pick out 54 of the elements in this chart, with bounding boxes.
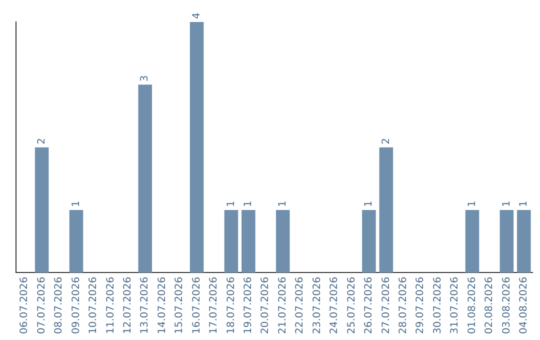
x-tick-label: 12.07.2026 bbox=[122, 276, 134, 334]
data-label: 1 bbox=[70, 200, 82, 208]
bar bbox=[69, 210, 84, 273]
bar bbox=[500, 210, 514, 273]
data-label: 1 bbox=[466, 200, 478, 208]
x-tick-label: 13.07.2026 bbox=[140, 276, 151, 334]
x-tick-label: 17.07.2026 bbox=[208, 276, 220, 334]
x-tick-label: 20.07.2026 bbox=[260, 276, 272, 334]
x-tick-label: 14.07.2026 bbox=[156, 276, 168, 334]
x-tick-label: 22.07.2026 bbox=[294, 276, 306, 334]
data-label: 1 bbox=[226, 200, 237, 208]
x-tick-label: 15.07.2026 bbox=[174, 276, 186, 334]
bar bbox=[242, 210, 256, 273]
bar bbox=[190, 22, 204, 273]
data-label: 3 bbox=[140, 75, 151, 82]
data-label: 2 bbox=[380, 138, 392, 144]
x-tick-label: 29.07.2026 bbox=[415, 276, 426, 334]
x-tick-label: 10.07.2026 bbox=[88, 276, 100, 334]
bar bbox=[34, 147, 49, 273]
x-tick-label: 30.07.2026 bbox=[432, 276, 444, 334]
data-label: 4 bbox=[191, 12, 202, 19]
x-tick-label: 02.08.2026 bbox=[484, 276, 496, 334]
bar bbox=[224, 210, 238, 273]
x-tick-label: 27.07.2026 bbox=[380, 276, 392, 334]
data-label: 1 bbox=[501, 200, 512, 208]
bar bbox=[379, 147, 394, 273]
x-tick-label: 18.07.2026 bbox=[226, 276, 237, 334]
bar bbox=[138, 84, 152, 273]
bar bbox=[276, 210, 290, 273]
x-tick-label: 19.07.2026 bbox=[243, 276, 254, 334]
bar bbox=[517, 210, 531, 273]
x-tick-label: 03.08.2026 bbox=[501, 276, 512, 334]
x-tick-label: 01.08.2026 bbox=[466, 276, 478, 334]
data-label: 1 bbox=[364, 200, 375, 208]
data-label: 1 bbox=[277, 200, 288, 208]
x-tick-label: 11.07.2026 bbox=[105, 276, 116, 334]
x-tick-label: 07.07.2026 bbox=[36, 276, 48, 334]
data-label: 1 bbox=[518, 200, 530, 208]
x-tick-label: 24.07.2026 bbox=[329, 276, 340, 334]
x-tick-label: 28.07.2026 bbox=[398, 276, 409, 334]
data-label: 1 bbox=[243, 200, 254, 208]
bar bbox=[465, 210, 480, 273]
x-tick-label: 04.08.2026 bbox=[518, 276, 530, 334]
data-label: 2 bbox=[36, 138, 48, 144]
x-tick-label: 23.07.2026 bbox=[312, 276, 323, 334]
x-tick-label: 09.07.2026 bbox=[70, 276, 82, 334]
x-tick-label: 06.07.2026 bbox=[19, 276, 30, 334]
x-tick-label: 08.07.2026 bbox=[54, 276, 65, 334]
x-tick-label: 26.07.2026 bbox=[364, 276, 375, 334]
bar bbox=[362, 210, 376, 273]
x-tick-label: 21.07.2026 bbox=[277, 276, 288, 334]
x-tick-label: 31.07.2026 bbox=[450, 276, 461, 334]
x-tick-label: 16.07.2026 bbox=[191, 276, 202, 334]
x-tick-label: 25.07.2026 bbox=[346, 276, 358, 334]
